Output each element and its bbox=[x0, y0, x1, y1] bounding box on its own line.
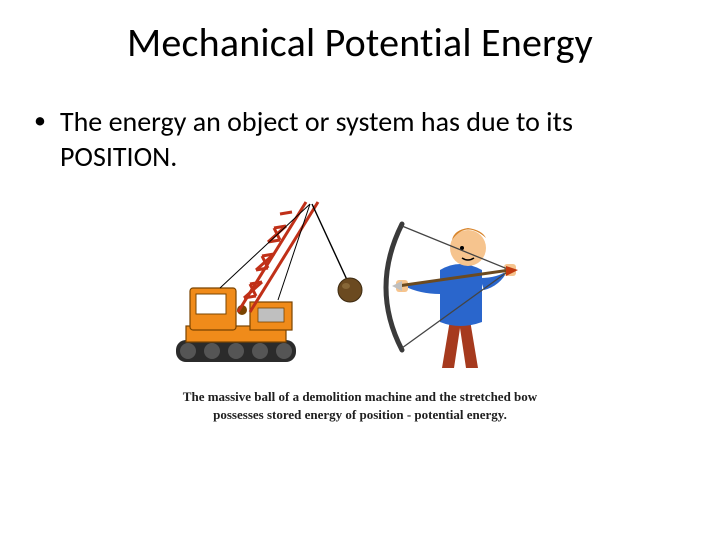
figure-caption: The massive ball of a demolition machine… bbox=[0, 388, 720, 423]
slide: Mechanical Potential Energy • The energy… bbox=[0, 0, 720, 540]
illustration bbox=[150, 190, 570, 380]
archer-icon bbox=[386, 224, 518, 368]
page-title: Mechanical Potential Energy bbox=[0, 18, 720, 67]
crane-icon bbox=[176, 202, 362, 362]
bullet-item: • The energy an object or system has due… bbox=[30, 104, 690, 174]
bullet-dot-icon: • bbox=[34, 104, 46, 138]
caption-line-1: The massive ball of a demolition machine… bbox=[183, 389, 537, 404]
bullet-text: The energy an object or system has due t… bbox=[60, 104, 690, 174]
illustration-svg bbox=[150, 190, 570, 380]
caption-line-2: possesses stored energy of position - po… bbox=[213, 407, 507, 422]
